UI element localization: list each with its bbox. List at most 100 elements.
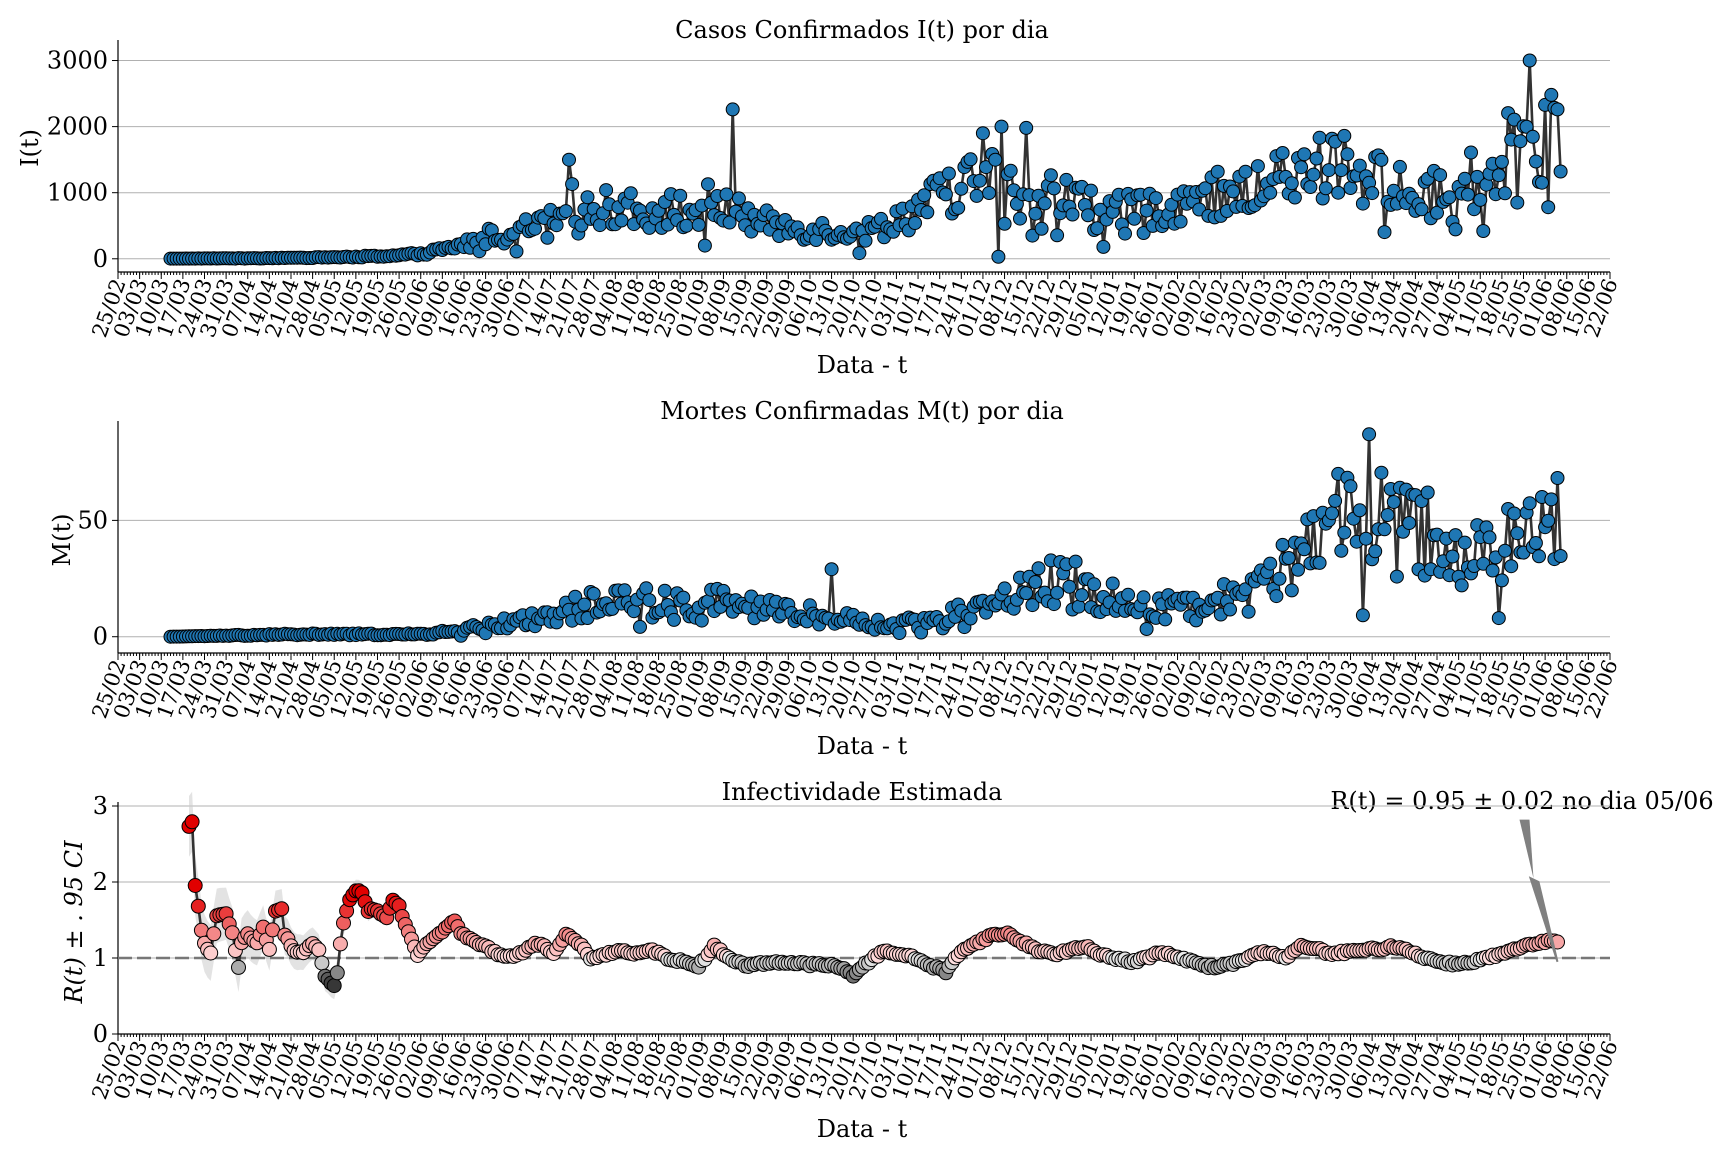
data-point xyxy=(1306,167,1321,182)
data-point xyxy=(731,191,746,206)
data-point xyxy=(951,200,966,215)
data-point xyxy=(1414,202,1429,217)
data-point xyxy=(852,246,867,261)
deaths-chart-xlabel: Data - t xyxy=(817,732,908,760)
data-point xyxy=(719,187,734,202)
infectivity-chart: Infectividade Estimada R(t) ± . 95 CI Da… xyxy=(60,778,1714,1143)
data-point xyxy=(667,612,681,627)
data-point xyxy=(697,238,712,253)
data-point xyxy=(979,160,993,175)
data-point xyxy=(824,562,839,577)
data-point xyxy=(311,942,327,958)
y-tick-label: 3 xyxy=(93,792,108,820)
data-point xyxy=(617,583,632,598)
data-point xyxy=(1198,181,1213,196)
data-point xyxy=(1284,583,1299,598)
data-point xyxy=(565,177,580,192)
data-point xyxy=(1025,598,1040,613)
data-point xyxy=(580,190,595,205)
data-point xyxy=(1504,559,1519,574)
data-point xyxy=(1118,226,1132,241)
data-point xyxy=(1340,147,1355,162)
y-tick-label: 1000 xyxy=(47,179,108,207)
data-point xyxy=(184,814,200,830)
y-tick-label: 0 xyxy=(93,245,108,273)
data-point xyxy=(982,186,997,200)
data-point xyxy=(1028,575,1043,589)
data-point xyxy=(1365,186,1380,201)
infectivity-annotation: R(t) = 0.95 ± 0.02 no dia 05/06 xyxy=(1330,787,1713,815)
data-point xyxy=(722,215,737,230)
data-point xyxy=(1457,535,1472,550)
data-point xyxy=(1541,200,1556,215)
series-line xyxy=(170,434,1562,638)
data-point xyxy=(920,205,935,220)
data-point xyxy=(509,244,524,259)
data-point xyxy=(1334,163,1349,178)
data-point xyxy=(549,218,564,233)
data-point xyxy=(1359,531,1373,546)
data-point xyxy=(1507,506,1522,521)
data-point xyxy=(1368,544,1383,559)
data-point xyxy=(1352,503,1367,518)
data-point xyxy=(614,213,629,228)
data-point xyxy=(1105,576,1120,591)
data-point xyxy=(1442,190,1457,205)
data-point xyxy=(639,581,654,596)
data-point xyxy=(1448,528,1463,543)
deaths-chart: Mortes Confirmadas M(t) por dia M(t) Dat… xyxy=(48,397,1623,760)
data-point xyxy=(892,626,907,640)
data-point xyxy=(329,965,345,981)
data-point xyxy=(1275,537,1290,552)
data-point xyxy=(633,619,647,634)
data-point xyxy=(1343,181,1358,195)
data-point xyxy=(1047,597,1061,612)
data-point xyxy=(586,586,601,601)
cases-chart-xlabel: Data - t xyxy=(817,351,908,379)
data-point xyxy=(1544,492,1559,507)
data-point xyxy=(1312,555,1327,570)
data-point xyxy=(1337,525,1352,540)
data-point xyxy=(858,233,873,248)
data-point xyxy=(261,941,277,957)
data-point xyxy=(1297,542,1312,557)
data-point xyxy=(1013,211,1027,226)
data-point xyxy=(1392,159,1407,174)
data-point xyxy=(1223,602,1237,617)
infectivity-chart-title: Infectividade Estimada xyxy=(722,778,1003,806)
data-point xyxy=(626,604,641,619)
data-point xyxy=(938,187,953,202)
data-point xyxy=(1498,186,1512,201)
data-point xyxy=(1294,160,1309,175)
data-point xyxy=(1460,187,1475,202)
data-point xyxy=(1476,224,1491,238)
data-point xyxy=(1297,147,1312,162)
data-point xyxy=(1050,228,1065,243)
data-point xyxy=(1328,493,1343,508)
data-point xyxy=(1065,207,1080,222)
annotation-arrow-tail xyxy=(1519,819,1534,879)
data-point xyxy=(1303,180,1318,194)
data-point xyxy=(1263,185,1278,200)
data-point xyxy=(1510,526,1525,541)
data-point xyxy=(1071,599,1086,614)
annotation-arrow xyxy=(1528,876,1559,963)
data-point xyxy=(1287,190,1302,205)
data-point xyxy=(1550,102,1565,117)
data-point xyxy=(1550,471,1565,485)
data-point xyxy=(1210,164,1225,179)
data-point xyxy=(1272,571,1287,586)
data-point xyxy=(1513,134,1528,149)
data-point xyxy=(1059,172,1074,187)
data-point xyxy=(963,152,978,167)
data-point xyxy=(941,166,956,181)
data-point xyxy=(274,901,290,917)
data-point xyxy=(558,204,573,219)
data-point xyxy=(1532,549,1546,564)
data-point xyxy=(1136,226,1151,240)
data-point xyxy=(1352,158,1367,173)
data-point xyxy=(1084,183,1098,198)
data-point xyxy=(1226,184,1241,199)
data-point xyxy=(1019,586,1034,601)
